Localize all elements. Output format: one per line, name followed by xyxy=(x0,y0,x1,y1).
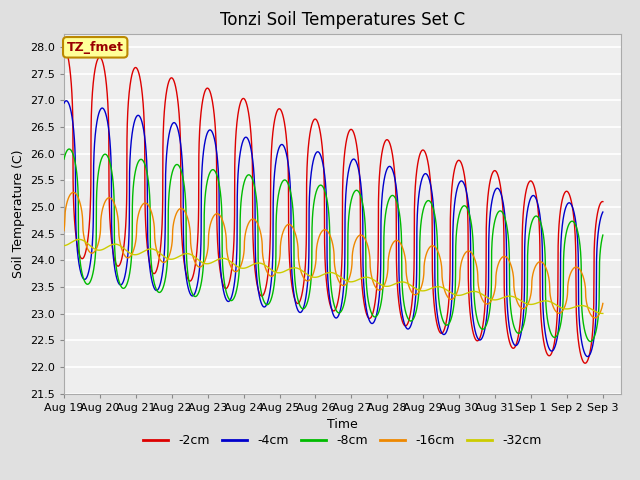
Title: Tonzi Soil Temperatures Set C: Tonzi Soil Temperatures Set C xyxy=(220,11,465,29)
Text: TZ_fmet: TZ_fmet xyxy=(67,41,124,54)
X-axis label: Time: Time xyxy=(327,418,358,431)
Legend: -2cm, -4cm, -8cm, -16cm, -32cm: -2cm, -4cm, -8cm, -16cm, -32cm xyxy=(138,429,547,452)
Y-axis label: Soil Temperature (C): Soil Temperature (C) xyxy=(12,149,24,278)
